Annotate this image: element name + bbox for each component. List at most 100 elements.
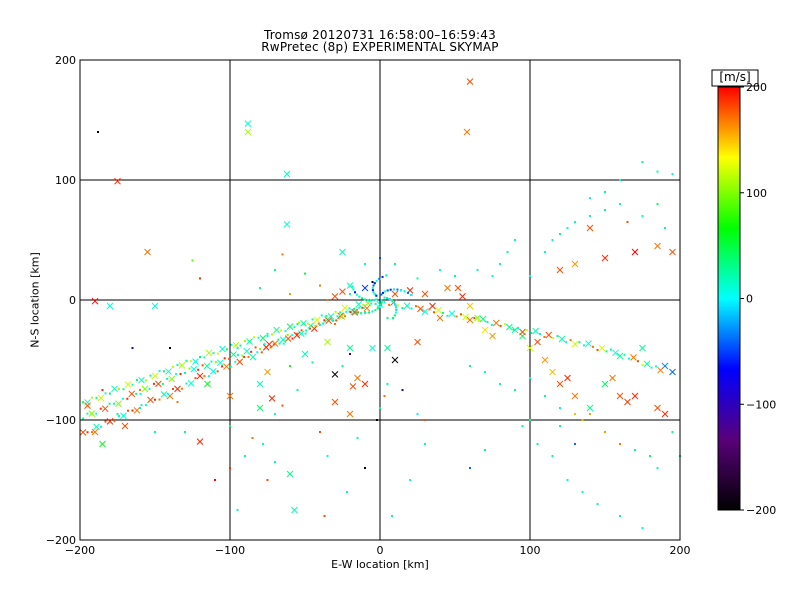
data-point-dot xyxy=(626,221,629,223)
data-point-x xyxy=(346,344,354,352)
data-point-x xyxy=(534,338,541,346)
data-point-x xyxy=(324,338,331,346)
data-point-dot xyxy=(236,354,239,357)
data-point-dot xyxy=(525,329,528,331)
data-point-x xyxy=(526,344,534,352)
data-point-x xyxy=(93,423,100,431)
data-point-dot xyxy=(136,378,138,381)
data-point-dot xyxy=(366,299,369,302)
data-point-dot xyxy=(104,420,107,423)
colorbar-tick-label: 100 xyxy=(746,187,767,200)
data-point-dot xyxy=(152,382,155,385)
data-point-dot xyxy=(244,340,246,342)
data-point-dot xyxy=(203,375,206,378)
colorbar-tick-label: −200 xyxy=(746,504,776,517)
data-point-x xyxy=(196,438,204,445)
data-point-dot xyxy=(619,203,621,205)
data-point-dot xyxy=(641,364,644,366)
data-point-x xyxy=(205,349,213,357)
data-point-x xyxy=(226,392,234,400)
data-point-x xyxy=(209,367,217,375)
data-point-x xyxy=(511,326,519,334)
data-point-dot xyxy=(641,161,644,163)
data-point-x xyxy=(115,400,122,408)
data-point-x xyxy=(444,284,451,292)
data-point-dot xyxy=(384,290,387,293)
data-point-dot xyxy=(348,310,351,313)
data-point-x xyxy=(216,359,224,367)
data-point-dot xyxy=(364,312,367,315)
data-point-dot xyxy=(428,308,431,311)
data-point-dot xyxy=(521,425,524,427)
data-point-x xyxy=(190,365,198,373)
data-point-dot xyxy=(380,299,383,302)
data-point-dot xyxy=(230,343,233,346)
data-point-x xyxy=(128,390,136,398)
data-point-dot xyxy=(388,298,391,301)
data-point-dot xyxy=(583,344,585,347)
data-point-dot xyxy=(325,314,328,317)
data-point-dot xyxy=(671,431,674,433)
data-point-dot xyxy=(116,413,119,415)
data-point-dot xyxy=(574,443,576,445)
data-point-dot xyxy=(127,409,129,412)
data-point-dot xyxy=(379,407,381,409)
data-point-dot xyxy=(415,305,417,308)
data-point-dot xyxy=(499,383,501,385)
data-point-dot xyxy=(641,527,644,529)
data-point-dot xyxy=(650,366,653,369)
data-point-dot xyxy=(649,455,651,457)
data-point-dot xyxy=(244,455,246,457)
data-point-x xyxy=(361,380,369,388)
data-point-x xyxy=(481,326,489,334)
data-point-dot xyxy=(260,351,263,354)
data-point-dot xyxy=(100,425,102,428)
data-point-dot xyxy=(210,360,213,363)
data-point-x xyxy=(616,392,624,400)
data-point-x xyxy=(556,380,564,388)
data-point-dot xyxy=(356,437,359,439)
data-point-x xyxy=(459,293,466,300)
y-tick-label: 200 xyxy=(55,54,76,67)
data-point-dot xyxy=(91,431,93,434)
data-point-dot xyxy=(355,311,358,314)
data-point-x xyxy=(519,328,526,336)
data-point-x xyxy=(97,394,105,402)
data-point-dot xyxy=(284,330,287,333)
data-point-dot xyxy=(158,398,161,401)
data-point-dot xyxy=(251,437,254,439)
data-point-dot xyxy=(256,351,259,354)
data-point-x xyxy=(91,428,99,436)
data-point-x xyxy=(363,304,371,312)
colorbar-unit-box xyxy=(711,69,759,87)
data-point-dot xyxy=(319,324,321,326)
data-point-dot xyxy=(145,379,147,382)
data-point-dot xyxy=(369,299,372,302)
data-point-dot xyxy=(341,365,344,367)
data-point-dot xyxy=(382,291,385,294)
data-point-dot xyxy=(172,388,174,391)
data-point-dot xyxy=(392,288,395,291)
data-point-x xyxy=(268,395,276,402)
data-point-x xyxy=(196,372,204,380)
y-axis-label: N-S location [km] xyxy=(28,252,42,348)
data-point-x xyxy=(492,319,500,327)
data-point-x xyxy=(403,302,411,310)
data-point-x xyxy=(421,308,429,315)
data-point-dot xyxy=(194,377,197,380)
data-point-dot xyxy=(455,315,458,318)
data-point-dot xyxy=(82,417,84,420)
data-point-dot xyxy=(477,320,480,322)
data-point-dot xyxy=(239,344,242,347)
data-point-x xyxy=(429,302,436,310)
data-point-x xyxy=(133,407,141,414)
data-point-dot xyxy=(372,299,375,302)
data-point-dot xyxy=(223,357,226,360)
data-point-x xyxy=(160,391,168,398)
data-point-x xyxy=(417,305,424,313)
colorbar-tick-label: 0 xyxy=(746,293,753,306)
data-point-dot xyxy=(131,409,134,412)
data-point-dot xyxy=(375,279,378,282)
data-point-x xyxy=(601,380,609,388)
data-point-x xyxy=(79,429,87,436)
